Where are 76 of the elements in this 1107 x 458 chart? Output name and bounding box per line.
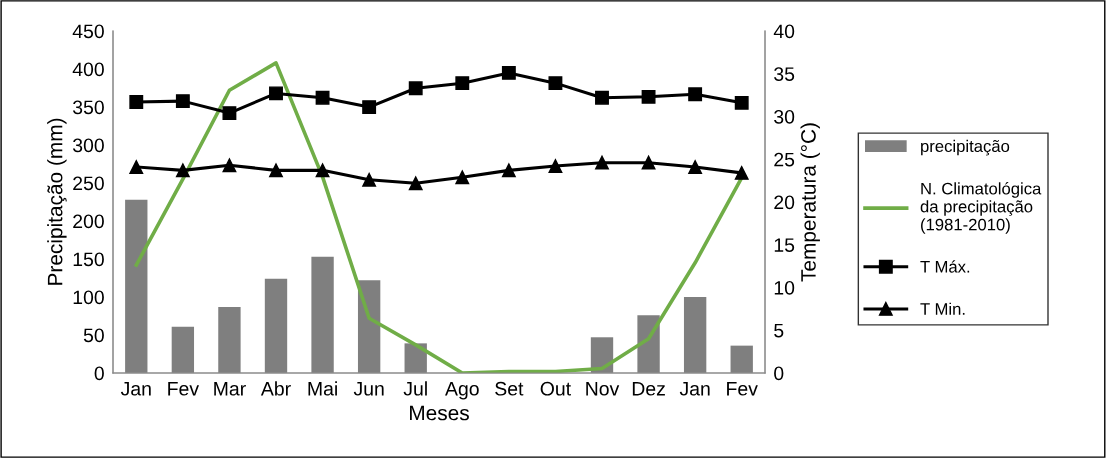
point bbox=[595, 155, 609, 170]
x-tick-label: Mai bbox=[308, 381, 337, 396]
y2-tick-label: 15 bbox=[774, 238, 795, 252]
x-tick-label: Out bbox=[540, 381, 571, 396]
y-tick-label: 50 bbox=[83, 328, 104, 343]
point bbox=[734, 95, 749, 110]
bar bbox=[218, 306, 241, 373]
y-tick-label: 250 bbox=[73, 176, 104, 191]
x-tick-label: Jun bbox=[353, 382, 384, 396]
bar bbox=[730, 345, 753, 373]
y-tick-label: 0 bbox=[94, 366, 104, 381]
point bbox=[501, 163, 516, 178]
point bbox=[175, 94, 190, 109]
bar bbox=[171, 326, 195, 373]
y-tick-label: 300 bbox=[72, 138, 104, 153]
point bbox=[501, 65, 516, 80]
y-tick-label: 350 bbox=[72, 100, 104, 115]
bar bbox=[264, 278, 288, 373]
point bbox=[362, 100, 377, 115]
y-tick-label: 100 bbox=[73, 290, 104, 305]
point bbox=[408, 81, 423, 96]
x-axis-title: Meses bbox=[410, 405, 469, 421]
legend-label: N. Climatológica da precipitação (1981-2010) bbox=[920, 182, 1042, 234]
point bbox=[315, 90, 330, 105]
bar bbox=[311, 256, 334, 373]
point bbox=[269, 86, 283, 101]
x-tick-label: Mar bbox=[214, 382, 246, 396]
point bbox=[408, 176, 423, 191]
point bbox=[641, 89, 656, 104]
bar bbox=[683, 297, 707, 373]
point bbox=[548, 159, 563, 174]
legend-label: T Min. bbox=[920, 302, 965, 315]
point bbox=[688, 87, 703, 102]
y-tick-label: 150 bbox=[73, 252, 104, 267]
point bbox=[315, 163, 330, 178]
y-tick-label: 450 bbox=[72, 24, 104, 39]
y2-axis-title: Temperatura (°C) bbox=[800, 123, 820, 282]
point bbox=[222, 158, 237, 173]
y-tick-label: 400 bbox=[72, 62, 104, 77]
point bbox=[222, 106, 237, 121]
y2-tick-label: 40 bbox=[773, 24, 795, 39]
point bbox=[455, 170, 470, 185]
x-tick-label: Set bbox=[495, 381, 524, 396]
point bbox=[734, 165, 749, 180]
legend-label: precipitação bbox=[921, 139, 1010, 156]
point bbox=[641, 155, 656, 170]
x-tick-label: Fev bbox=[168, 382, 199, 396]
x-tick-label: Fev bbox=[727, 382, 758, 396]
point bbox=[129, 95, 144, 109]
y2-tick-label: 35 bbox=[774, 67, 795, 81]
y2-tick-label: 5 bbox=[774, 323, 784, 338]
x-tick-label: Abr bbox=[260, 381, 291, 396]
point bbox=[455, 76, 470, 91]
x-tick-label: Ago bbox=[445, 382, 479, 400]
x-tick-label: Jan bbox=[120, 382, 151, 396]
point bbox=[595, 90, 609, 105]
point bbox=[362, 172, 377, 187]
y2-tick-label: 20 bbox=[774, 195, 795, 210]
bar bbox=[637, 315, 660, 373]
bar bbox=[125, 199, 148, 373]
point bbox=[175, 163, 190, 178]
point bbox=[548, 76, 563, 91]
y2-tick-label: 10 bbox=[774, 280, 795, 295]
y2-tick-label: 25 bbox=[774, 152, 795, 167]
y-tick-label: 200 bbox=[73, 214, 104, 229]
point bbox=[269, 163, 283, 178]
point bbox=[688, 159, 703, 174]
x-tick-label: Nov bbox=[586, 382, 620, 396]
x-tick-label: Dez bbox=[632, 382, 665, 396]
y-axis-title: Precipitação (mm) bbox=[47, 118, 67, 285]
y2-tick-label: 30 bbox=[774, 109, 795, 124]
point bbox=[129, 159, 144, 174]
x-tick-label: Jul bbox=[403, 381, 427, 396]
x-tick-label: Jan bbox=[679, 382, 710, 396]
y2-tick-label: 0 bbox=[774, 366, 784, 381]
legend-label: T Máx. bbox=[920, 260, 970, 273]
